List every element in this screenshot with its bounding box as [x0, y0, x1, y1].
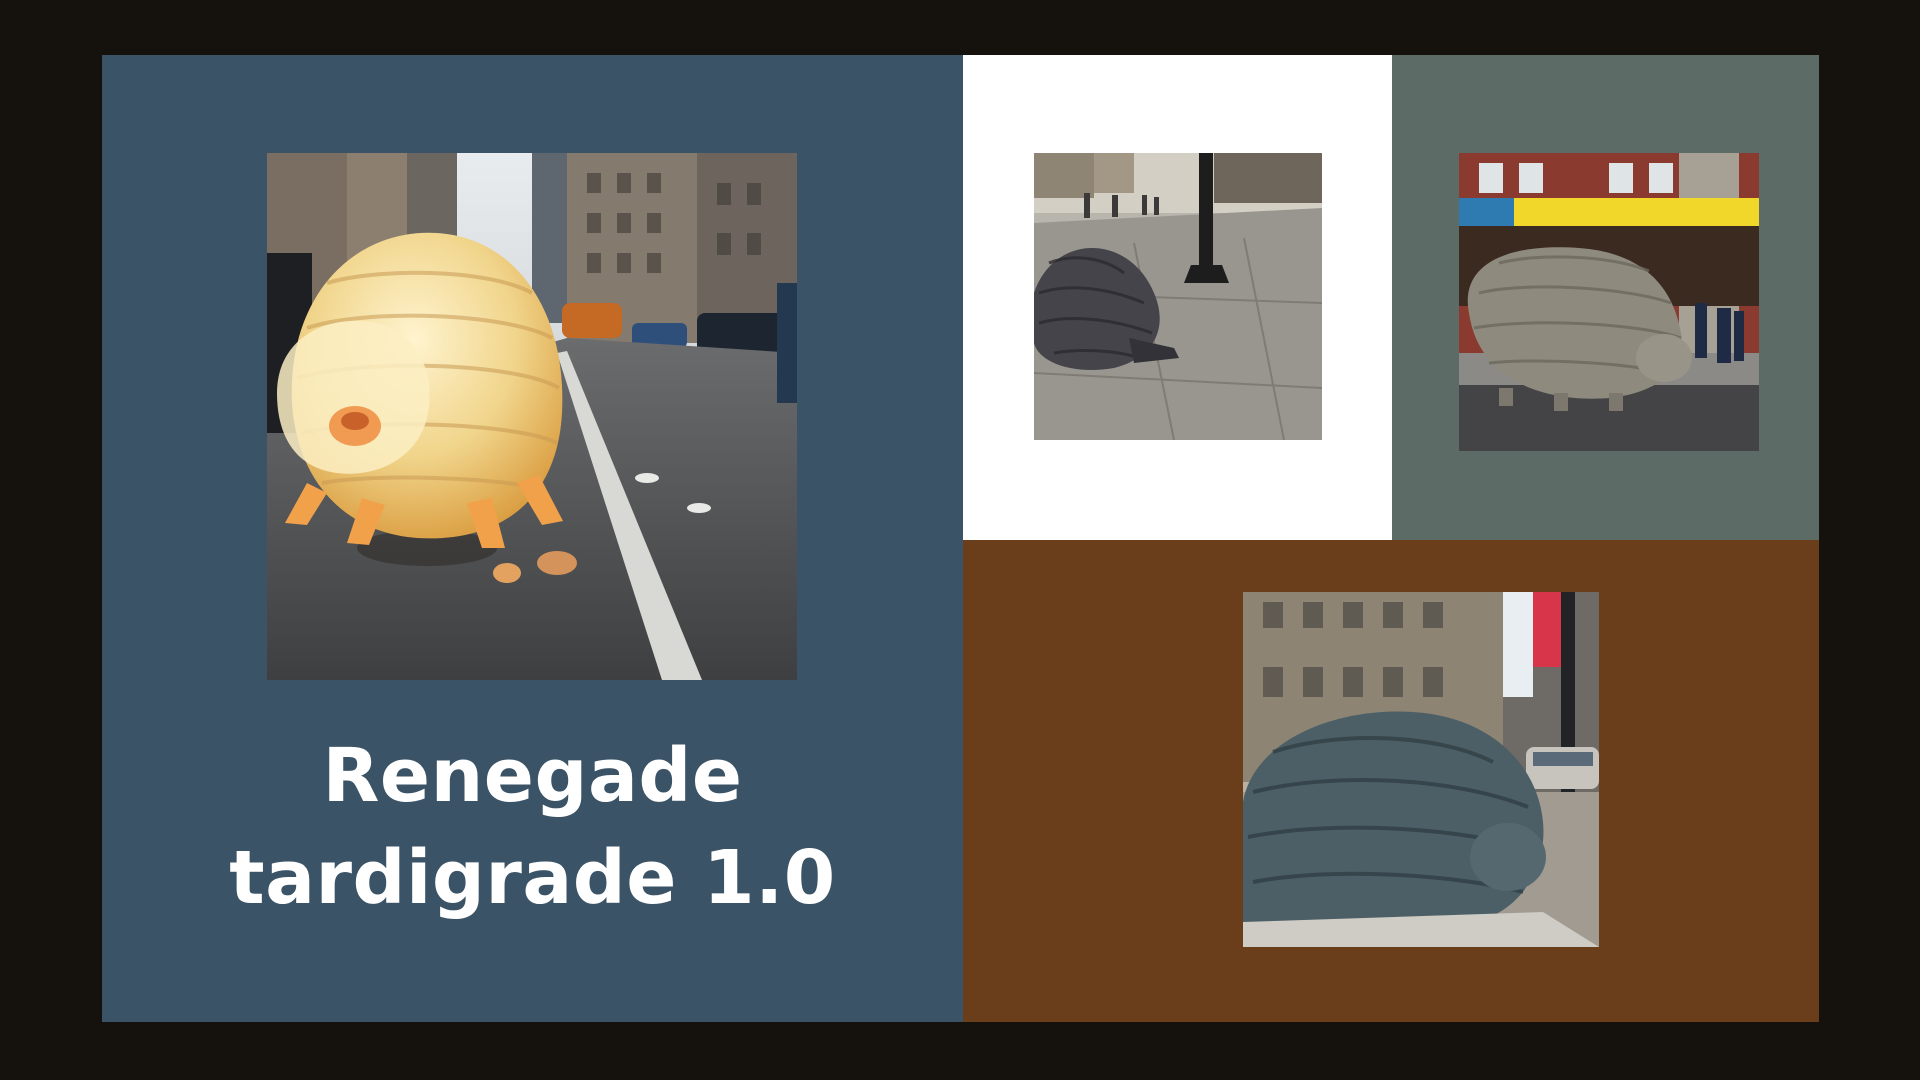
theater-tardigrade-image	[1459, 153, 1759, 451]
title-line-1: Renegade	[322, 733, 743, 819]
statue-tardigrade-photo	[1243, 592, 1599, 947]
slide-title: Renegade tardigrade 1.0	[102, 725, 963, 929]
top-middle-panel	[963, 55, 1392, 540]
theater-tardigrade-photo	[1459, 153, 1759, 451]
left-panel: Renegade tardigrade 1.0	[102, 55, 963, 1022]
bottom-right-panel	[963, 540, 1819, 1022]
main-tardigrade-photo	[267, 153, 797, 680]
sidewalk-tardigrade-photo	[1034, 153, 1322, 440]
statue-tardigrade-image	[1243, 592, 1599, 947]
title-line-2: tardigrade 1.0	[229, 835, 836, 921]
main-tardigrade-image	[267, 153, 797, 680]
top-right-panel	[1392, 55, 1819, 540]
sidewalk-tardigrade-image	[1034, 153, 1322, 440]
